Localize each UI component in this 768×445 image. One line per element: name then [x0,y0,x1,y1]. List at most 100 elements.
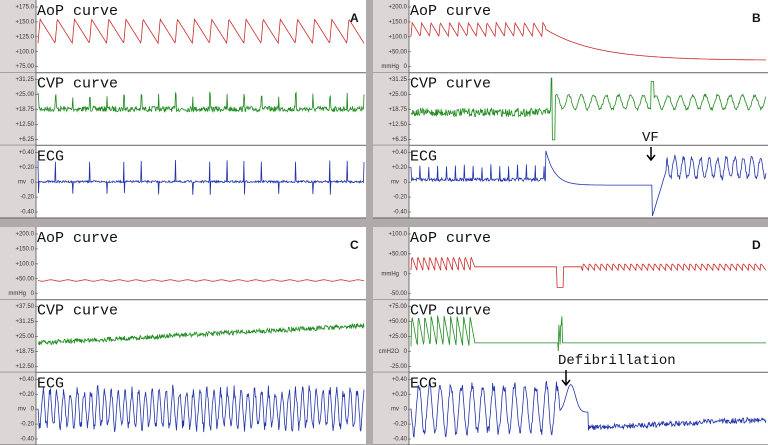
trace [410,256,767,288]
panel: +100.0 +50.00 0 -50.00 mmHg AoP curve +75.00 +5… [373,227,768,445]
unit-label: mv [391,407,399,413]
gutter [0,145,36,218]
tick-label: +18.75 [388,107,407,113]
unit-label: mv [18,180,26,186]
gutter [0,227,36,300]
strip-title: CVP curve [37,76,118,93]
trace [37,91,365,114]
trace [37,279,365,282]
gutter [373,299,409,373]
strip-title: ECG [410,375,437,392]
panel-label: B [752,11,761,25]
tick-label: +18.75 [15,349,34,355]
unit-label: mmHg [381,64,399,70]
trace [410,150,767,217]
tick-label: 0 [404,407,408,413]
tick-label: +6.25 [392,137,408,143]
tick-label: -0.20 [393,422,407,428]
tick-label: +100.0 [15,261,34,267]
strip-title: CVP curve [410,76,491,93]
tick-label: +31.25 [388,77,407,83]
tick-label: -0.20 [20,195,34,201]
tick-label: +12.50 [15,122,34,128]
tick-label: +0.20 [392,165,408,171]
tick-label: -0.40 [393,210,407,216]
tick-label: -50.00 [390,291,408,297]
tick-label: -0.40 [20,210,34,216]
gutter [373,145,409,218]
tick-label: 0 [404,64,408,70]
tick-label: +50.00 [388,319,407,325]
unit-label: mmHg [8,291,26,297]
trace [37,384,365,433]
tick-label: +0.20 [392,392,408,398]
tick-label: 0 [404,349,408,355]
panel: +200.0 +150.0 +100.0 +50.00 0 mmHg AoP curve +3… [0,227,366,445]
tick-label: +150.0 [15,246,34,252]
strip-title: AoP curve [410,230,491,247]
tick-label: +25.00 [15,334,34,340]
tick-label: +200.0 [15,232,34,238]
tick-label: +75.00 [15,64,34,70]
tick-label: +50.00 [388,49,407,55]
tick-label: +31.25 [15,77,34,83]
tick-label: +0.40 [392,377,408,383]
tick-label: +6.25 [19,137,35,143]
strip-title: AoP curve [37,3,118,20]
gutter [0,372,36,445]
arrow-head [561,379,571,387]
tick-label: +0.20 [19,392,35,398]
tick-label: +12.50 [388,122,407,128]
tick-label: -25.00 [390,364,408,370]
annotation: VF [642,130,659,146]
tick-label: +18.75 [15,107,34,113]
tick-label: +12.50 [15,364,34,370]
tick-label: -0.40 [393,437,407,443]
tick-label: +31.25 [15,319,34,325]
unit-label: mv [18,407,26,413]
panel-label: A [350,11,359,25]
tick-label: 0 [31,407,35,413]
tick-label: +0.40 [392,150,408,156]
tick-label: 0 [404,180,408,186]
gutter [373,227,409,300]
gutter [373,72,409,146]
tick-label: 0 [404,271,408,277]
tick-label: +125.0 [15,34,34,40]
tick-label: +200.0 [388,5,407,11]
gutter [0,0,36,73]
strip-title: AoP curve [37,230,118,247]
tick-label: +100.0 [388,34,407,40]
arrow-head [646,154,656,162]
tick-label: +0.20 [19,165,35,171]
gutter [0,299,36,373]
trace [410,77,767,141]
trace [37,322,365,346]
tick-label: -0.20 [393,195,407,201]
tick-label: +75.00 [388,304,407,310]
gutter [0,72,36,146]
strip-title: ECG [37,375,64,392]
trace [37,159,365,195]
tick-label: +25.00 [15,92,34,98]
tick-label: +25.00 [388,92,407,98]
strip-title: AoP curve [410,3,491,20]
panel: +175.0 +150.0 +125.0 +100.0 +75.00 AoP curve +… [0,0,366,219]
tick-label: +50.00 [15,276,34,282]
panel: +200.0 +150.0 +100.0 +50.00 0 mmHg AoP curve +3… [373,0,768,219]
tick-label: +0.40 [19,377,35,383]
unit-label: cmH2O [379,349,400,355]
tick-label: 0 [31,180,35,186]
tick-label: +37.50 [15,304,34,310]
trace [410,21,766,61]
strip-title: CVP curve [410,303,491,320]
unit-label: mmHg [381,271,399,277]
gutter [373,0,409,73]
tick-label: +150.0 [15,19,34,25]
gutter [373,372,409,445]
tick-label: +25.00 [388,334,407,340]
tick-label: +175.0 [15,5,34,11]
tick-label: +0.40 [19,150,35,156]
